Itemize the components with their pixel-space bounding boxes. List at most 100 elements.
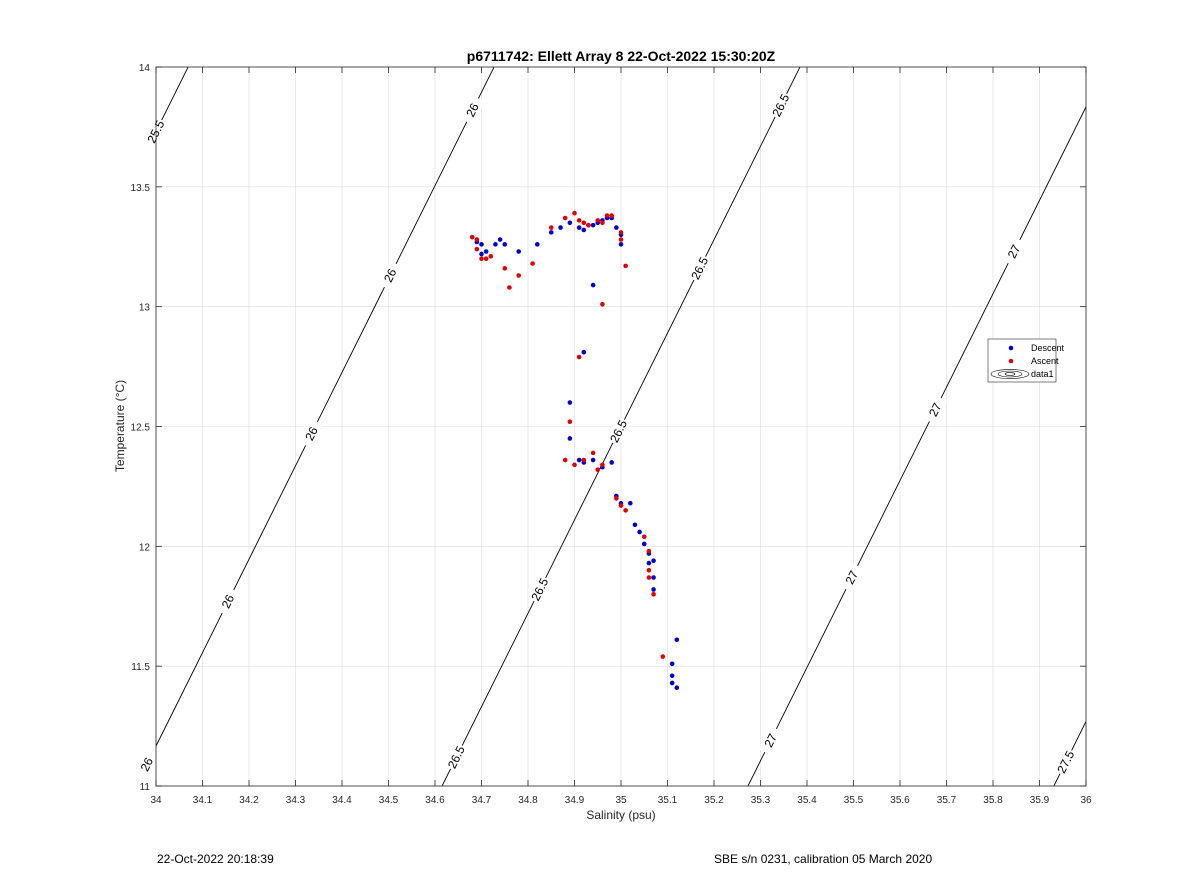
- descent-point: [614, 225, 619, 230]
- descent-point: [651, 575, 656, 580]
- y-tick-label: 14: [139, 63, 151, 74]
- descent-point: [637, 529, 642, 535]
- descent-point: [590, 457, 596, 463]
- contour-label-bg: [758, 725, 783, 756]
- descent-point: [674, 637, 680, 643]
- ascent-point: [469, 234, 475, 240]
- ascent-point: [581, 220, 587, 226]
- contour-label-bg: [299, 418, 324, 449]
- descent-point: [590, 282, 596, 288]
- ascent-point: [530, 261, 535, 266]
- descent-point: [535, 242, 540, 247]
- descent-point: [618, 242, 624, 247]
- legend-entry-descent: Descent: [1031, 343, 1065, 353]
- descent-point: [479, 242, 484, 247]
- density-contour-0: [156, 67, 189, 133]
- ascent-point: [479, 256, 484, 262]
- x-tick-label: 35.5: [844, 795, 864, 806]
- descent-point: [497, 237, 503, 242]
- footer-timestamp: 22-Oct-2022 20:18:39: [157, 852, 274, 866]
- x-tick-label: 34.6: [425, 795, 445, 806]
- x-tick-label: 35: [615, 795, 627, 806]
- ascent-point: [576, 354, 582, 360]
- y-axis-label: Temperature (°C): [113, 380, 127, 472]
- descent-point: [651, 558, 656, 564]
- ascent-point: [507, 285, 512, 290]
- contour-label-bg: [460, 95, 485, 125]
- y-tick-label: 12: [139, 542, 151, 553]
- ascent-point: [595, 218, 601, 223]
- y-tick-label: 13: [139, 303, 151, 314]
- descent-point: [674, 685, 680, 691]
- legend[interactable]: Descent Ascent data1: [987, 338, 1065, 383]
- contour-label: 26: [219, 592, 238, 610]
- x-tick-label: 35.3: [751, 795, 771, 806]
- y-tick-label: 12.5: [131, 423, 151, 434]
- x-tick-label: 34.3: [286, 795, 306, 806]
- ascent-point: [483, 256, 489, 262]
- contour-label-bg: [606, 416, 631, 447]
- legend-entry-ascent: Ascent: [1031, 356, 1059, 366]
- contour-label-bg: [378, 260, 403, 291]
- ascent-point: [572, 210, 577, 216]
- chart-title: p6711742: Ellett Array 8 22-Oct-2022 15:…: [467, 48, 776, 64]
- ascent-point: [600, 462, 605, 468]
- x-tick-label: 34.9: [565, 795, 585, 806]
- descent-point: [567, 220, 573, 226]
- descent-point: [628, 500, 633, 506]
- descent-point: [581, 349, 587, 355]
- contour-label: 26: [302, 424, 321, 442]
- y-tick-label: 13.5: [131, 183, 151, 194]
- descent-point: [516, 249, 521, 254]
- descent-point: [646, 560, 652, 566]
- descent-point: [651, 587, 656, 592]
- ascent-point: [623, 508, 628, 513]
- descent-point: [641, 541, 647, 547]
- descent-point: [483, 249, 489, 254]
- contour-label-bg: [1001, 236, 1027, 267]
- contour-label-bg: [444, 742, 469, 772]
- axis-ticks: [155, 66, 1087, 787]
- ascent-point: [604, 213, 610, 218]
- contour-label: 27: [761, 731, 780, 749]
- descent-point: [590, 222, 596, 228]
- contour-label: 26: [381, 266, 400, 284]
- ascent-point: [618, 230, 624, 235]
- x-tick-label: 34.5: [379, 795, 399, 806]
- y-tick-label: 11: [140, 782, 151, 793]
- descent-point: [669, 661, 675, 667]
- contour-label-bg: [839, 562, 864, 593]
- ascent-point: [660, 654, 666, 659]
- contour-label-bg: [215, 586, 241, 617]
- descent-point: [479, 251, 484, 257]
- ascent-point: [562, 215, 568, 221]
- ascent-point: [488, 254, 494, 259]
- ascent-point: [600, 220, 605, 226]
- contour-label-bg: [134, 749, 159, 780]
- descent-point: [669, 673, 675, 679]
- descent-point: [632, 522, 638, 528]
- legend-entry-data1: data1: [1031, 369, 1054, 379]
- contour-label: 26: [138, 755, 157, 773]
- ascent-point: [623, 263, 628, 269]
- ascent-point: [646, 568, 652, 573]
- descent-point: [567, 436, 573, 441]
- descent-point: [609, 460, 614, 465]
- ascent-point: [618, 237, 624, 242]
- ascent-point: [651, 591, 656, 597]
- legend-contour-icon: [990, 369, 1030, 379]
- legend-marker-ascent: [1008, 358, 1014, 364]
- y-tick-labels: 11 11.5 12 12.5 13 13.5 14: [131, 63, 151, 793]
- ascent-point: [562, 457, 568, 463]
- x-tick-labels: 34 34.1 34.2 34.3 34.4 34.5 34.6 34.7 34.8 34.9 35…: [150, 795, 1092, 806]
- descent-point: [669, 680, 675, 686]
- contour-label-bg: [923, 394, 948, 425]
- descent-point: [581, 227, 587, 233]
- contour-label-bg: [527, 574, 552, 605]
- ascent-point: [502, 266, 508, 271]
- x-tick-label: 34.4: [332, 795, 352, 806]
- contour-label: 27: [926, 400, 945, 418]
- contour-label: 27: [843, 568, 862, 586]
- x-tick-label: 34.1: [193, 795, 213, 806]
- descent-point: [576, 225, 582, 230]
